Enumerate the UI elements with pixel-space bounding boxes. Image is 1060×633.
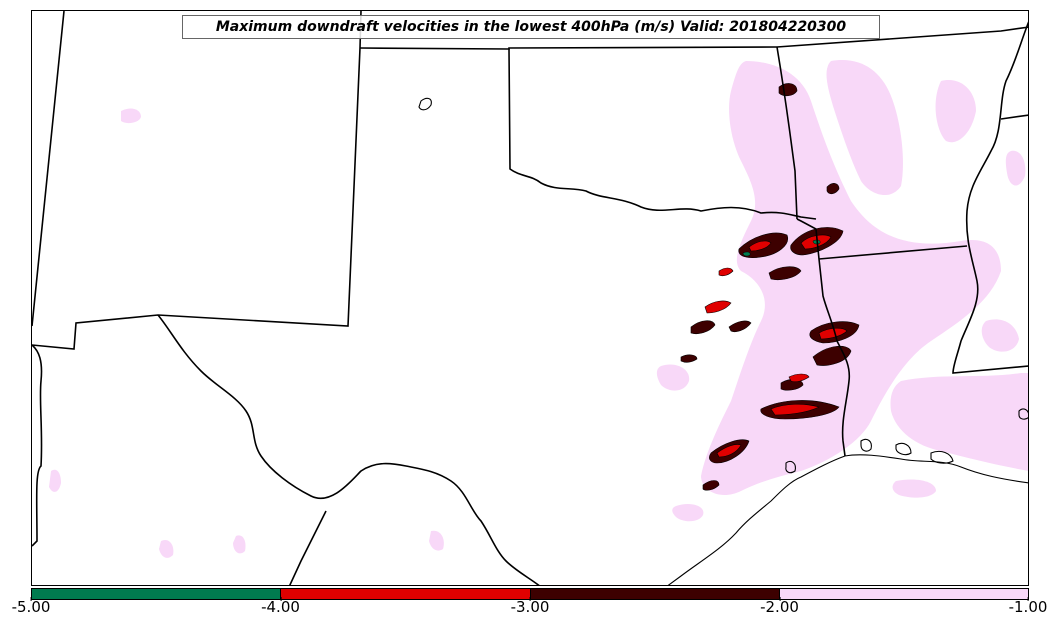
state-boundaries (32, 11, 1028, 585)
colorbar-segment-green (32, 589, 282, 599)
colorbar-tick-label: -5.00 (11, 597, 51, 616)
colorbar-tick-label: -2.00 (760, 597, 799, 616)
colorbar-tick-label: -1.00 (1008, 597, 1048, 616)
pink-downdraft-fields (49, 60, 1028, 558)
gulf-coastline (418, 97, 1028, 585)
colorbar-tick-label: -3.00 (510, 597, 550, 616)
map-title: Maximum downdraft velocities in the lowe… (182, 15, 880, 39)
map-panel (31, 10, 1029, 586)
map-canvas (32, 11, 1028, 585)
colorbar-tick-label: -4.00 (261, 597, 300, 616)
colorbar-segment-red (281, 589, 531, 599)
colorbar-segment-pink (779, 589, 1028, 599)
colorbar-segment-maroon (530, 589, 780, 599)
